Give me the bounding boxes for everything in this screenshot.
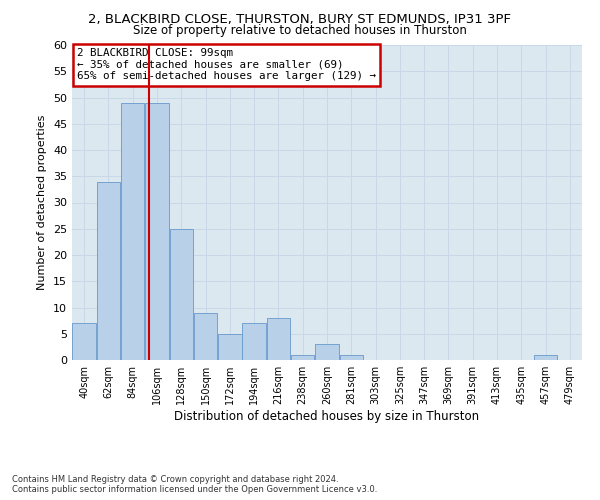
Text: Size of property relative to detached houses in Thurston: Size of property relative to detached ho… — [133, 24, 467, 37]
Text: 2 BLACKBIRD CLOSE: 99sqm
← 35% of detached houses are smaller (69)
65% of semi-d: 2 BLACKBIRD CLOSE: 99sqm ← 35% of detach… — [77, 48, 376, 82]
Bar — [218, 334, 242, 360]
Text: Contains HM Land Registry data © Crown copyright and database right 2024.
Contai: Contains HM Land Registry data © Crown c… — [12, 474, 377, 494]
Bar — [121, 103, 145, 360]
Bar — [73, 324, 96, 360]
Bar — [340, 355, 363, 360]
Bar — [266, 318, 290, 360]
Bar — [145, 103, 169, 360]
Bar — [291, 355, 314, 360]
Bar — [534, 355, 557, 360]
Bar — [315, 344, 339, 360]
Text: 2, BLACKBIRD CLOSE, THURSTON, BURY ST EDMUNDS, IP31 3PF: 2, BLACKBIRD CLOSE, THURSTON, BURY ST ED… — [89, 12, 511, 26]
X-axis label: Distribution of detached houses by size in Thurston: Distribution of detached houses by size … — [175, 410, 479, 423]
Bar — [242, 324, 266, 360]
Bar — [97, 182, 120, 360]
Bar — [194, 313, 217, 360]
Y-axis label: Number of detached properties: Number of detached properties — [37, 115, 47, 290]
Bar — [170, 229, 193, 360]
